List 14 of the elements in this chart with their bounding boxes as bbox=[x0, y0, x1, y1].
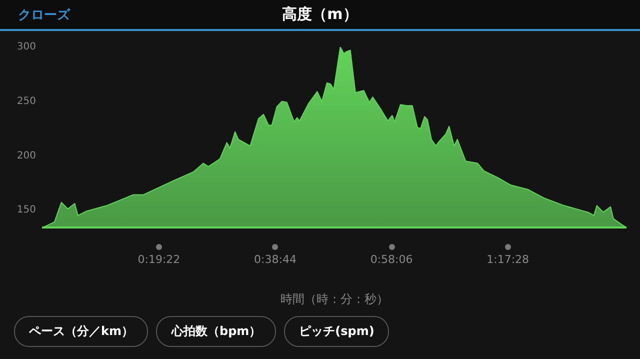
x-axis-title: 時間（時：分：秒） bbox=[280, 292, 388, 306]
y-tick-label: 250 bbox=[16, 96, 36, 107]
text: ペース（分／km） bbox=[14, 316, 148, 347]
x-tick-label: 0:58:06 bbox=[370, 252, 413, 266]
x-tick-label: 1:17:28 bbox=[486, 252, 530, 266]
x-tick-label: 0:38:44 bbox=[254, 252, 296, 266]
text: クローズ bbox=[18, 7, 70, 24]
chart-title: 高度（m） bbox=[282, 5, 358, 23]
y-tick-label: 200 bbox=[16, 150, 36, 162]
text: ピッチ(spm) bbox=[284, 316, 390, 347]
x-tick-label: 0:19:22 bbox=[138, 252, 180, 266]
y-tick-label: 300 bbox=[16, 42, 36, 53]
text: 心拍数（bpm） bbox=[156, 316, 276, 347]
y-tick-label: 150 bbox=[16, 204, 36, 216]
